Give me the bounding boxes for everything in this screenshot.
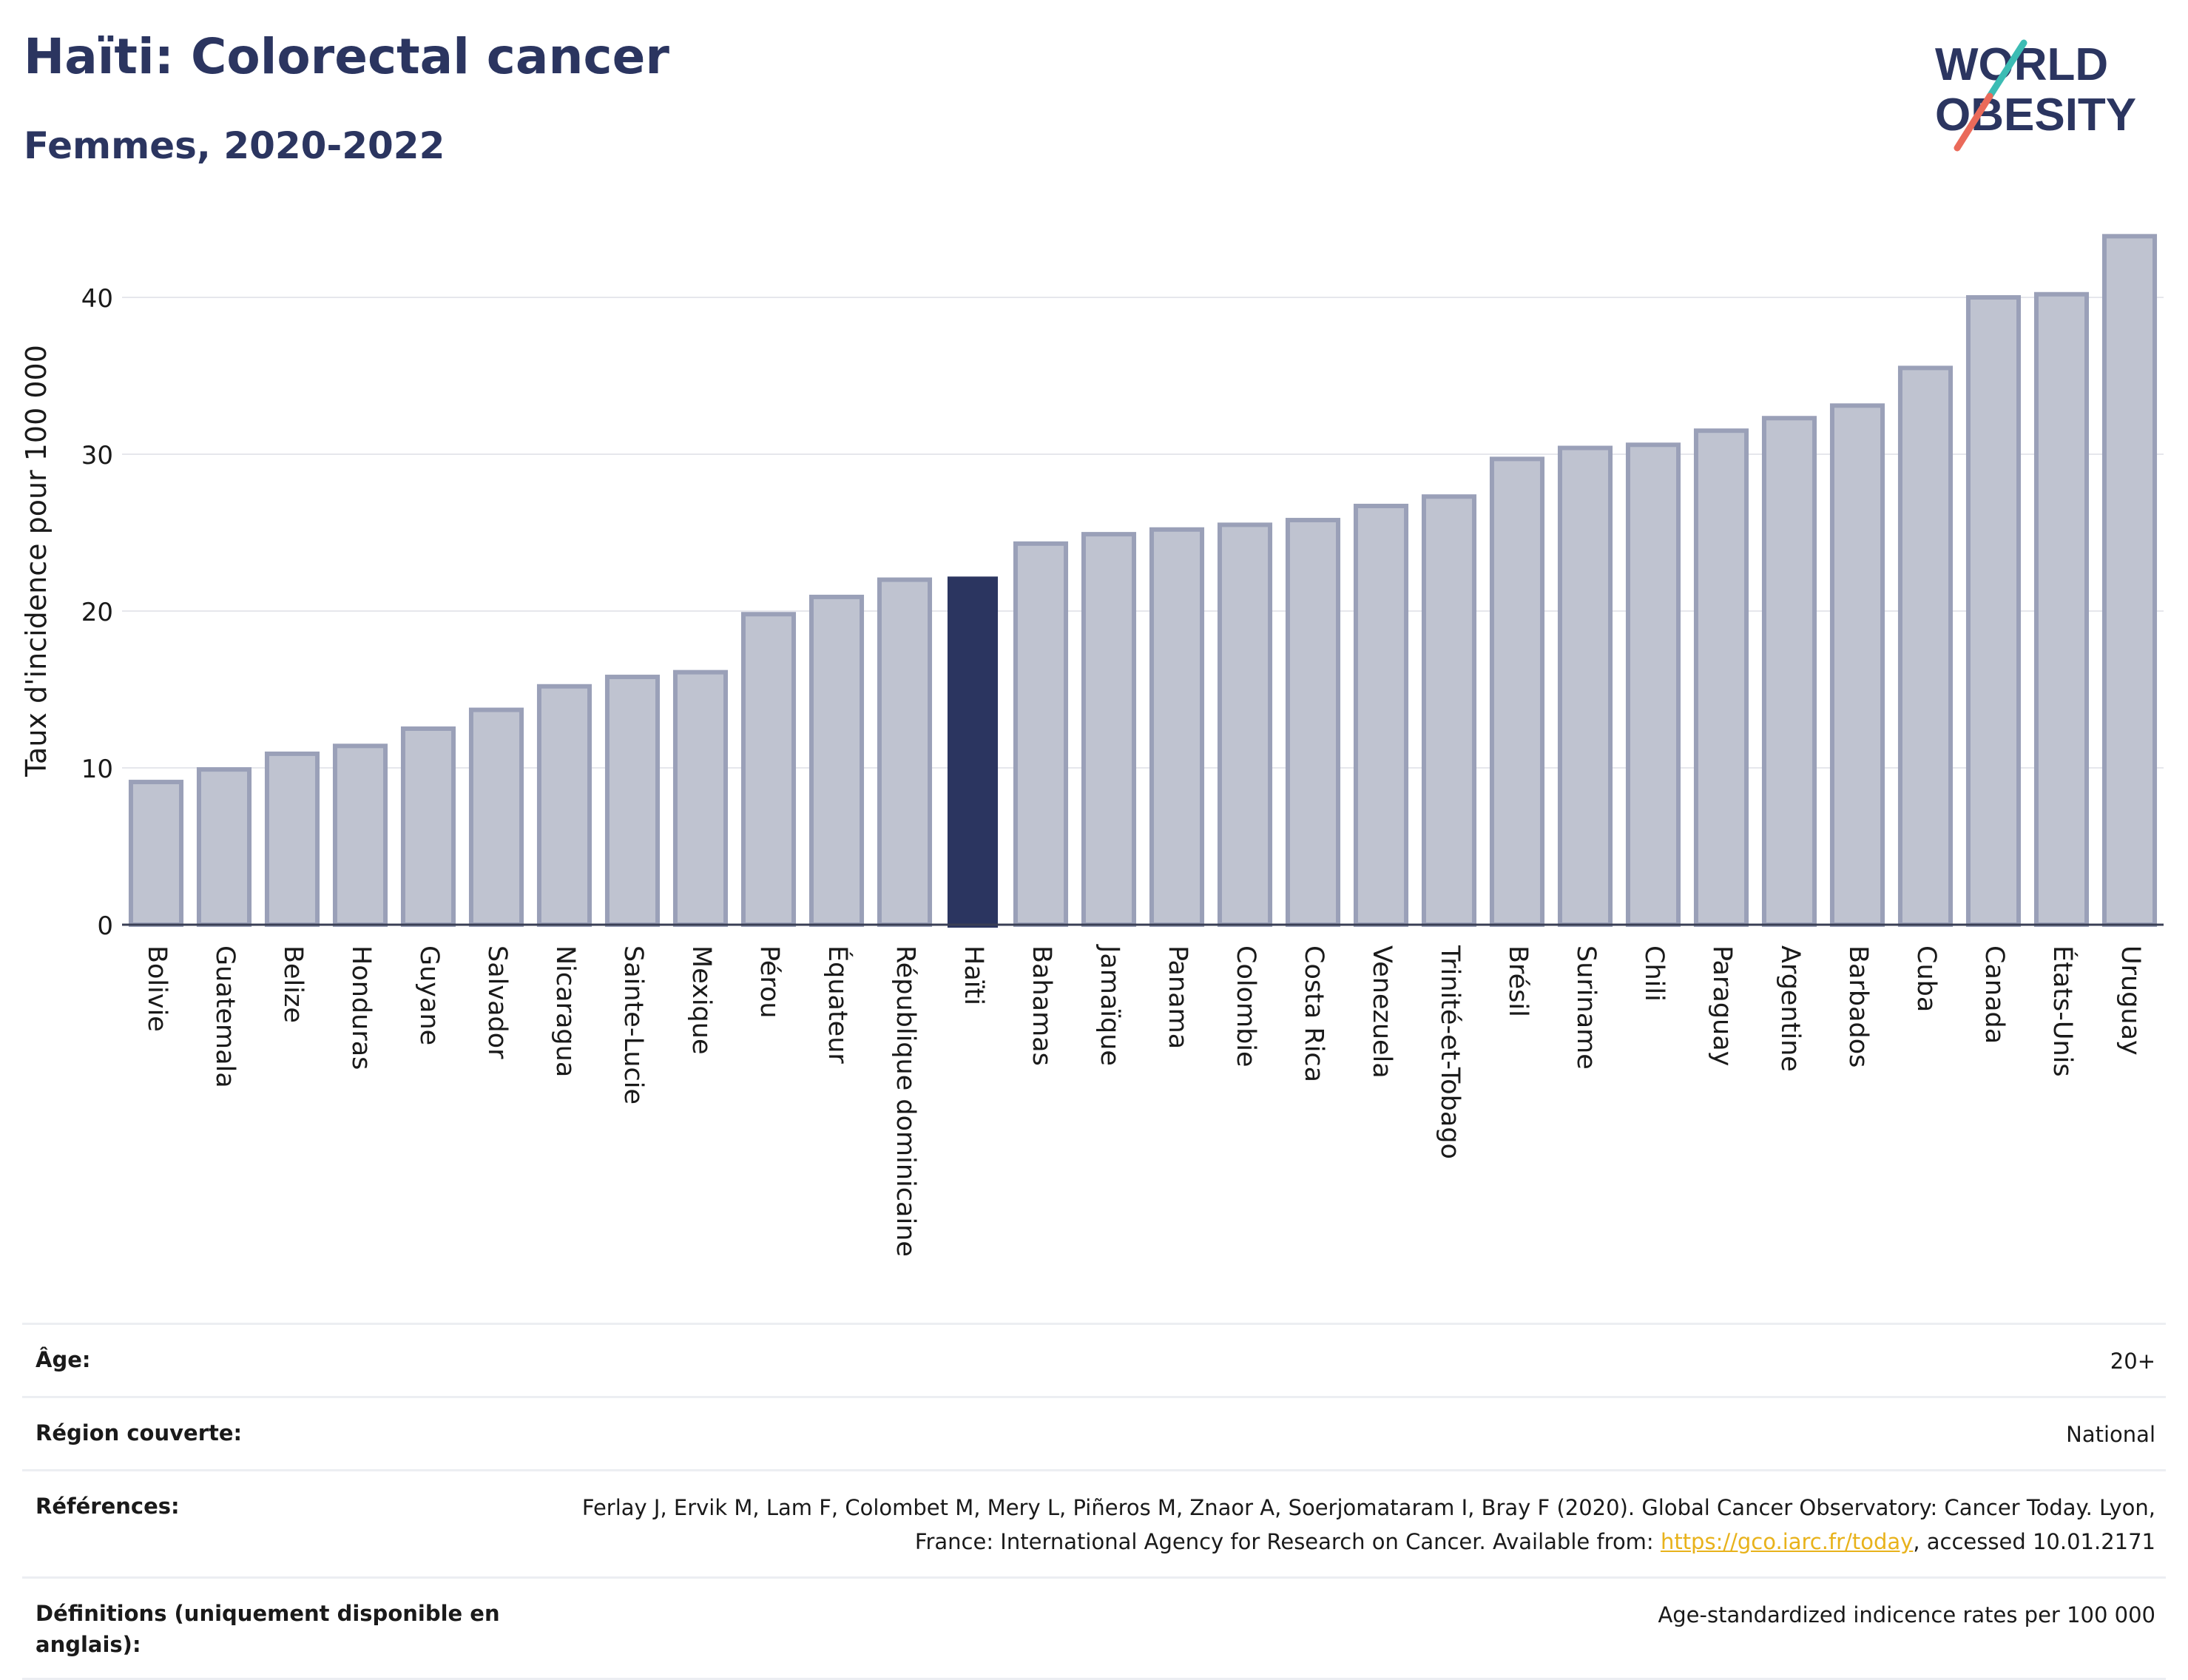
x-tick-label: Cuba: [1911, 945, 1941, 1012]
meta-row-definitions: Définitions (uniquement disponible en an…: [22, 1576, 2166, 1680]
world-obesity-logo: WORLD OBESITY: [1935, 39, 2136, 152]
bar-13: [1013, 541, 1069, 927]
bar-28: [2033, 291, 2090, 927]
x-tick-label: Uruguay: [2116, 945, 2145, 1056]
bar-10: [808, 594, 865, 927]
bar-23: [1693, 428, 1749, 927]
bar-26: [1897, 365, 1954, 927]
x-tick-label: Costa Rica: [1299, 945, 1328, 1082]
x-tick-label: Barbados: [1843, 945, 1873, 1067]
x-tick-label: Venezuela: [1367, 945, 1397, 1079]
x-tick-label: Salvador: [482, 945, 512, 1059]
y-tick-label: 0: [97, 911, 113, 941]
bar-18: [1353, 503, 1409, 927]
x-tick-label: Paraguay: [1707, 945, 1737, 1066]
references-link[interactable]: https://gco.iarc.fr/today: [1660, 1529, 1914, 1554]
y-tick-label: 10: [81, 755, 113, 784]
x-tick-label: Nicaragua: [550, 945, 580, 1077]
x-tick-label: République dominicaine: [891, 945, 920, 1257]
y-axis-label: Taux d'incidence pour 100 000: [20, 345, 53, 777]
x-tick-label: Équateur: [823, 945, 854, 1064]
x-tick-label: Bahamas: [1027, 945, 1056, 1066]
age-value: 20+: [2110, 1349, 2155, 1374]
bar-19: [1421, 494, 1477, 927]
x-tick-label: Mexique: [686, 945, 716, 1055]
bar-chart: 0 10 20 30 40 Bolivie Guatemala Belize Honduras…: [20, 234, 2164, 1257]
metadata-table: Âge: 20+ Région couverte: National Référ…: [22, 1323, 2166, 1680]
bar-17: [1285, 518, 1341, 927]
bar-1: [196, 767, 252, 927]
meta-row-references: Références: Ferlay J, Ervik M, Lam F, Co…: [22, 1469, 2166, 1576]
definitions-value: Age-standardized indicence rates per 100…: [1658, 1602, 2155, 1627]
y-tick-label: 40: [81, 284, 113, 314]
chart-title: Haïti: Colorectal cancer: [24, 28, 669, 85]
x-tick-label: Suriname: [1571, 945, 1601, 1070]
y-tick-label: 30: [81, 441, 113, 470]
definitions-label: Définitions (uniquement disponible en an…: [36, 1601, 500, 1657]
x-tick-label: Guyane: [414, 945, 444, 1045]
x-tick-label: Argentine: [1775, 945, 1805, 1072]
bar-9: [740, 612, 797, 927]
bar-21: [1557, 445, 1613, 927]
x-tick-label: Sainte-Lucie: [618, 945, 648, 1104]
x-tick-label: Canada: [1979, 945, 2009, 1044]
bar-25: [1829, 403, 1885, 927]
bar-20: [1489, 456, 1545, 927]
meta-row-age: Âge: 20+: [22, 1323, 2166, 1396]
x-tick-label: Trinité-et-Tobago: [1435, 945, 1465, 1159]
x-tick-label: Belize: [278, 945, 308, 1023]
bar-4: [400, 726, 456, 927]
bar-2: [264, 751, 320, 927]
bar-12: [947, 576, 999, 928]
region-value: National: [2066, 1422, 2155, 1447]
bar-0: [128, 780, 184, 927]
bar-3: [332, 743, 388, 927]
x-tick-label: Haïti: [959, 945, 988, 1005]
bar-24: [1761, 416, 1817, 927]
bar-15: [1149, 527, 1205, 927]
meta-row-region: Région couverte: National: [22, 1396, 2166, 1469]
bar-16: [1217, 522, 1273, 927]
x-axis-labels: Bolivie Guatemala Belize Honduras Guyane Salv…: [142, 944, 2145, 1257]
bar-14: [1081, 532, 1137, 927]
x-tick-label: Honduras: [346, 945, 376, 1070]
y-tick-label: 20: [81, 598, 113, 627]
references-text: Ferlay J, Ervik M, Lam F, Colombet M, Me…: [581, 1495, 2155, 1554]
grid-lines: [122, 297, 2164, 769]
x-tick-label: Brésil: [1503, 945, 1533, 1017]
bar-11: [877, 577, 933, 927]
region-label: Région couverte:: [36, 1420, 243, 1445]
x-tick-label: États-Unis: [2047, 945, 2079, 1077]
bars: [128, 234, 2158, 928]
y-axis-ticks: 0 10 20 30 40: [81, 284, 113, 941]
x-tick-label: Colombie: [1231, 945, 1260, 1067]
x-tick-label: Panama: [1163, 945, 1192, 1049]
bar-6: [536, 684, 592, 927]
references-value: Ferlay J, Ervik M, Lam F, Colombet M, Me…: [573, 1491, 2155, 1559]
bar-5: [468, 707, 524, 927]
references-suffix: , accessed 10.01.2171: [1913, 1529, 2155, 1554]
x-tick-label: Guatemala: [210, 945, 240, 1088]
bar-8: [672, 669, 729, 927]
x-tick-label: Chili: [1639, 945, 1669, 1002]
x-tick-label: Bolivie: [142, 945, 172, 1032]
age-label: Âge:: [36, 1347, 91, 1372]
bar-7: [604, 675, 661, 927]
bar-22: [1625, 442, 1681, 927]
bar-27: [1965, 295, 2022, 927]
references-label: Références:: [36, 1494, 180, 1519]
bar-29: [2101, 234, 2158, 927]
x-tick-label: Jamaïque: [1095, 944, 1124, 1066]
chart-subtitle: Femmes, 2020-2022: [24, 124, 445, 167]
x-tick-label: Pérou: [754, 945, 784, 1019]
